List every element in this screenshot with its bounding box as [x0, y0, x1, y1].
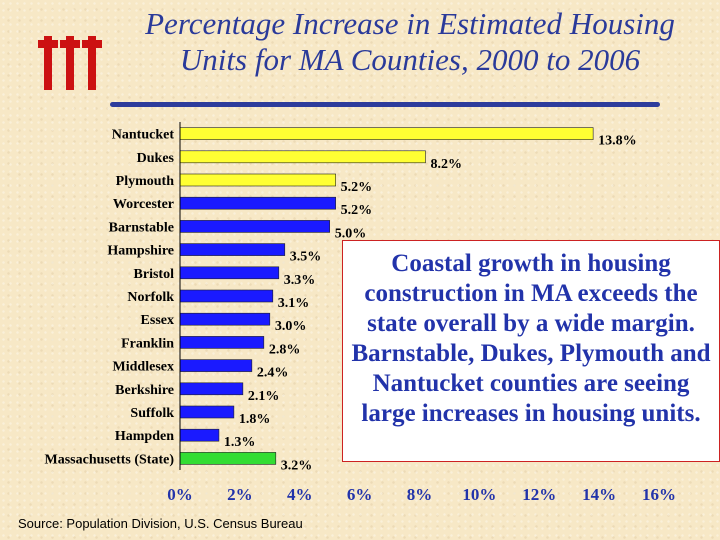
bar-hampshire — [179, 243, 286, 256]
bar-berkshire — [179, 382, 244, 396]
source-note: Source: Population Division, U.S. Census… — [18, 516, 303, 531]
x-tick-label: 10% — [462, 485, 496, 504]
category-label: Massachusetts (State) — [45, 452, 175, 467]
data-label: 13.8% — [598, 134, 637, 149]
chart-title-line-2: Units for MA Counties, 2000 to 2006 — [179, 42, 641, 77]
bar-barnstable — [179, 220, 330, 233]
data-label: 3.0% — [275, 319, 307, 334]
bar-suffolk — [179, 405, 235, 419]
chart-title: Percentage Increase in Estimated Housing… — [100, 6, 720, 78]
x-tick-label: 8% — [407, 485, 433, 504]
category-label: Berkshire — [115, 383, 174, 398]
x-tick-label: 4% — [287, 485, 313, 504]
x-tick-label: 12% — [522, 485, 556, 504]
chart-title-line-1: Percentage Increase in Estimated Housing — [145, 6, 675, 41]
category-label: Dukes — [137, 151, 175, 166]
bar-plymouth — [179, 173, 336, 187]
bar-middlesex — [179, 359, 253, 372]
bar-bristol — [179, 266, 280, 280]
callout-box: Coastal growth in housing construction i… — [342, 240, 720, 462]
bar-massachusetts-state- — [179, 452, 277, 465]
data-label: 2.1% — [248, 389, 280, 404]
x-tick-label: 16% — [642, 485, 676, 504]
bar-essex — [179, 312, 271, 326]
callout-text: Coastal growth in housing construction i… — [351, 250, 711, 427]
data-label: 3.2% — [281, 458, 313, 473]
category-label: Suffolk — [130, 406, 174, 421]
data-label: 5.0% — [335, 226, 367, 241]
category-label: Hampshire — [107, 244, 174, 259]
three-t-logo-icon — [38, 36, 102, 90]
x-tick-label: 2% — [227, 485, 253, 504]
bar-nantucket — [179, 127, 594, 140]
bar-worcester — [179, 196, 336, 210]
title-divider — [110, 102, 660, 107]
category-label: Essex — [141, 313, 174, 328]
bar-norfolk — [179, 289, 274, 303]
category-label: Worcester — [113, 197, 174, 212]
bar-dukes — [179, 150, 426, 164]
data-label: 8.2% — [430, 157, 462, 172]
category-label: Barnstable — [109, 220, 174, 235]
category-label: Bristol — [134, 267, 175, 282]
x-tick-label: 14% — [582, 485, 616, 504]
data-label: 1.8% — [239, 412, 271, 427]
category-label: Plymouth — [116, 174, 175, 189]
data-label: 1.3% — [224, 435, 256, 450]
data-label: 5.2% — [341, 203, 373, 218]
data-label: 3.3% — [284, 273, 316, 288]
category-label: Norfolk — [127, 290, 174, 305]
x-tick-label: 6% — [347, 485, 373, 504]
bar-hampden — [179, 428, 220, 442]
data-label: 3.1% — [278, 296, 310, 311]
x-tick-label: 0% — [167, 485, 193, 504]
category-label: Franklin — [121, 336, 174, 351]
data-label: 5.2% — [341, 180, 373, 195]
data-label: 2.8% — [269, 342, 301, 357]
data-label: 2.4% — [257, 366, 289, 381]
category-label: Middlesex — [113, 360, 174, 375]
category-label: Hampden — [115, 429, 174, 444]
category-label: Nantucket — [112, 128, 175, 143]
data-label: 3.5% — [290, 250, 322, 265]
bar-franklin — [179, 336, 265, 349]
